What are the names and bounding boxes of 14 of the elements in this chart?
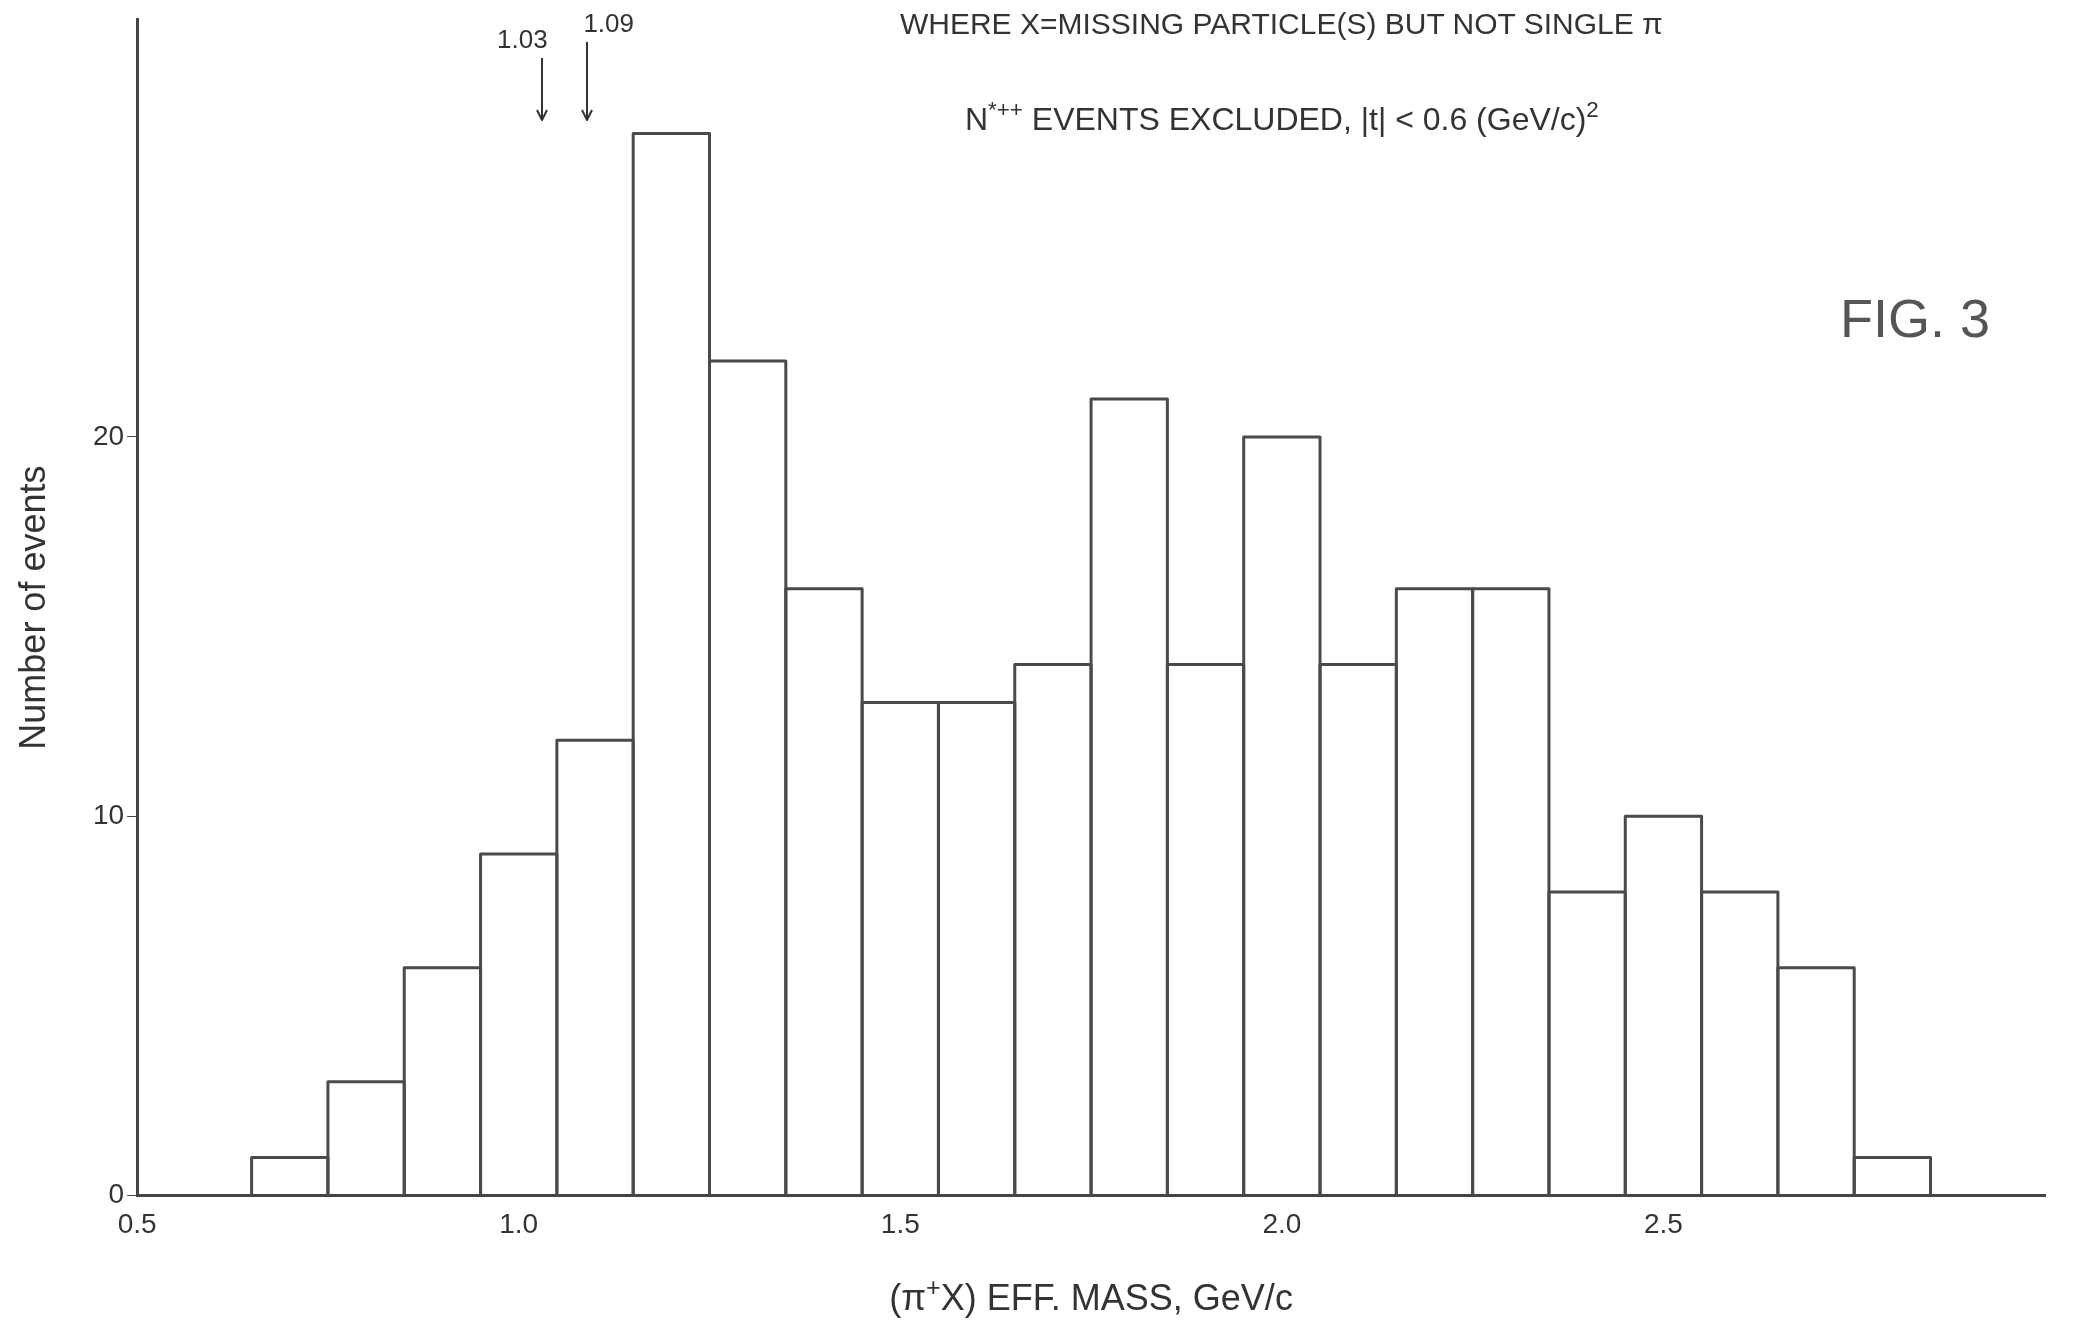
x-tick-label: 2.0	[1262, 1207, 1302, 1239]
x-tick-label: 2.5	[1643, 1207, 1683, 1239]
x-tick-label: 0.5	[117, 1207, 157, 1239]
ref-line-label: 1.03	[497, 23, 548, 54]
y-axis-title: Number of events	[12, 465, 53, 750]
chart-title: WHERE X=MISSING PARTICLE(S) BUT NOT SINGLE π	[899, 6, 1663, 40]
x-axis-title: (π+X) EFF. MASS, GeV/c	[889, 1272, 1293, 1318]
y-tick-label: 10	[92, 798, 125, 830]
x-tick-label: 1.0	[499, 1207, 539, 1239]
y-tick-label: 20	[92, 419, 125, 451]
ref-line-label: 1.09	[583, 7, 635, 38]
x-tick-label: 1.5	[880, 1207, 920, 1239]
annotation: FIG. 3	[1839, 288, 1991, 349]
y-tick-label: 0	[108, 1178, 125, 1210]
